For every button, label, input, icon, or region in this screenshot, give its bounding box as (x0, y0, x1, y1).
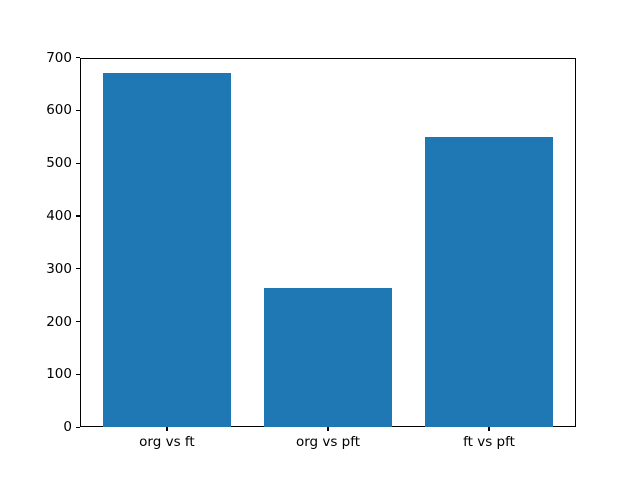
x-tick-mark (488, 427, 490, 432)
y-tick-label: 600 (46, 102, 72, 119)
y-tick-mark (76, 57, 80, 59)
x-tick-mark (327, 427, 329, 432)
x-tick-mark (166, 427, 168, 432)
y-tick-mark (76, 426, 80, 428)
y-tick-mark (76, 215, 80, 217)
y-tick-label: 0 (63, 419, 72, 436)
bar-org-vs-ft (102, 73, 232, 428)
y-tick-label: 700 (46, 49, 72, 66)
y-tick-label: 300 (46, 260, 72, 277)
bar-org-vs-pft (263, 287, 393, 428)
y-tick-label: 400 (46, 208, 72, 224)
y-tick-label: 500 (46, 155, 72, 172)
y-tick-label: 200 (46, 313, 72, 330)
y-tick-mark (76, 109, 80, 111)
y-tick-mark (76, 268, 80, 270)
y-tick-mark (76, 321, 80, 323)
bar-ft-vs-pft (424, 136, 554, 428)
y-tick-label: 100 (46, 366, 72, 383)
x-tick-label: ft vs pft (463, 434, 515, 451)
x-tick-label: org vs ft (139, 434, 195, 451)
x-tick-label: org vs pft (295, 434, 361, 451)
y-tick-mark (76, 373, 80, 375)
y-tick-mark (76, 162, 80, 164)
